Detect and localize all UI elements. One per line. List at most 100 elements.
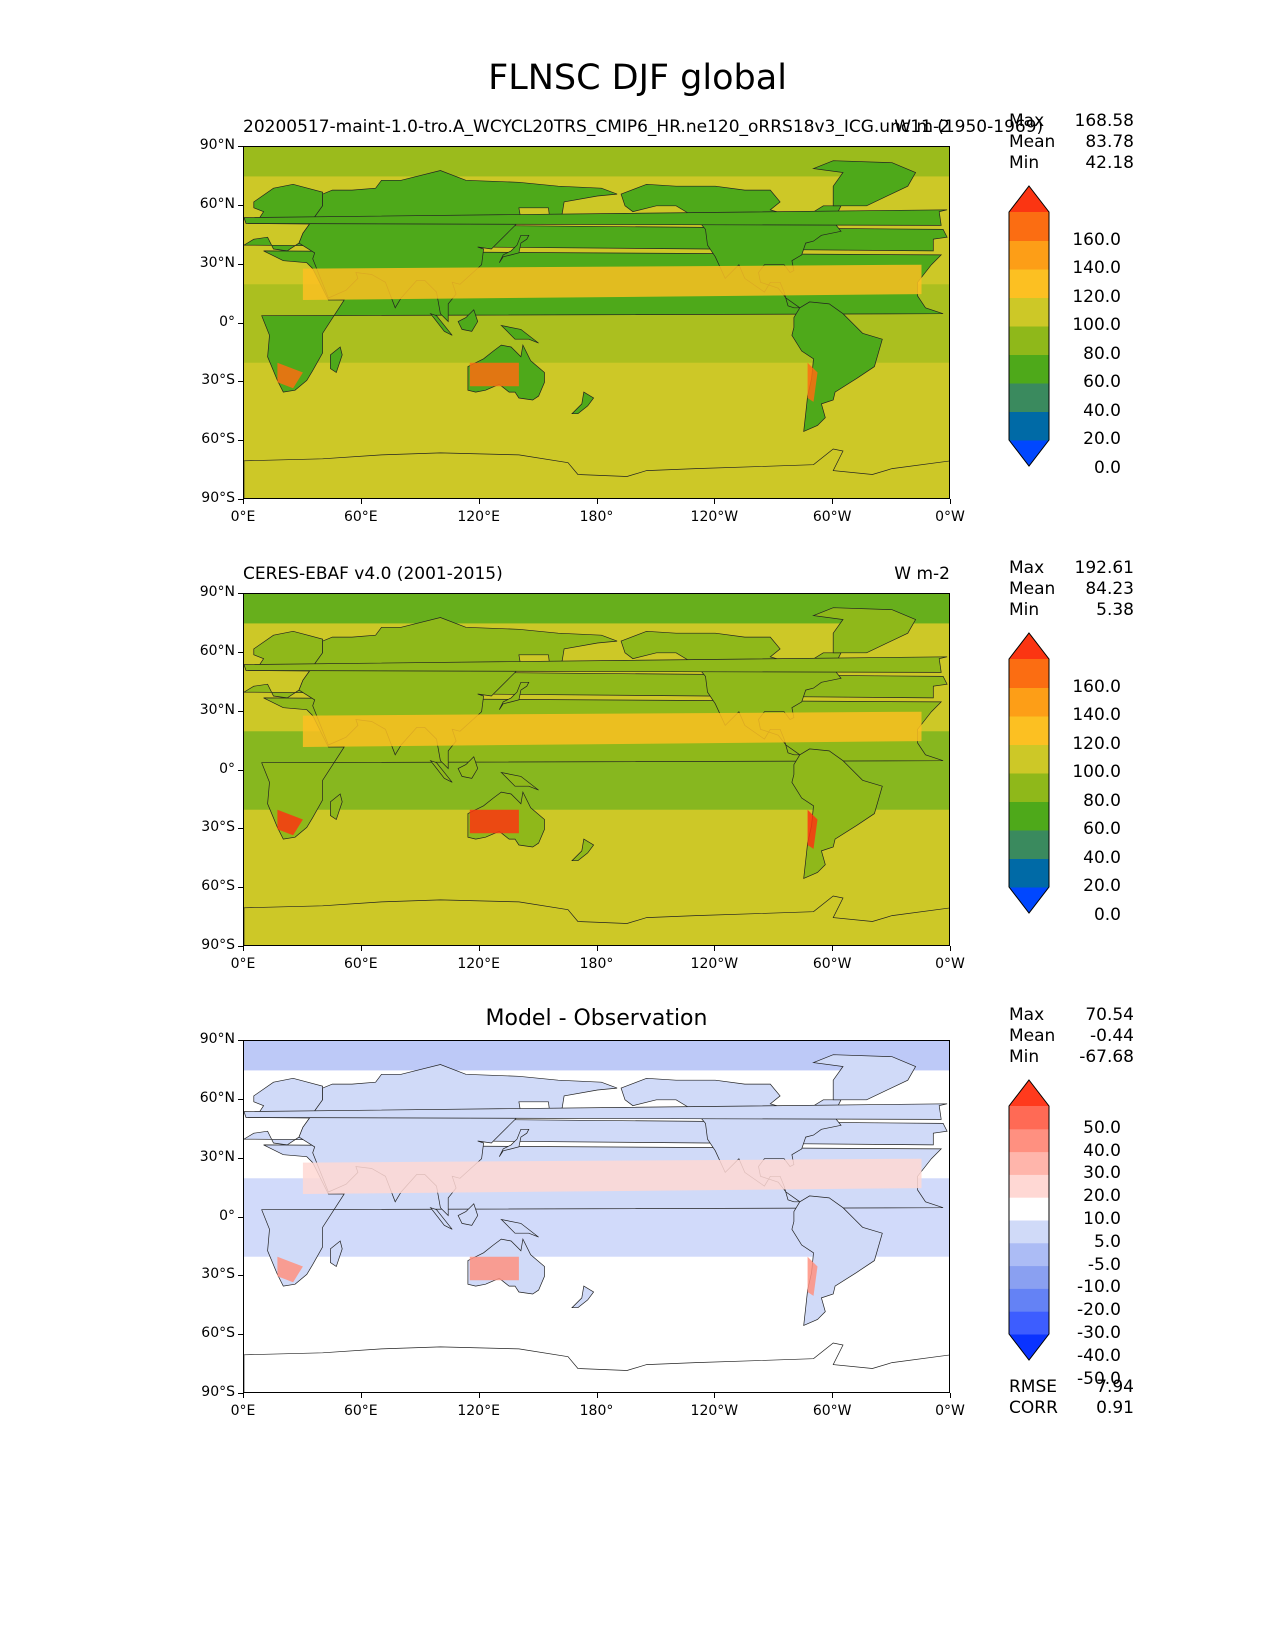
lon-tick: [596, 499, 598, 504]
lon-tick: [714, 499, 716, 504]
panel-left-title: 20200517-maint-1.0-tro.A_WCYCL20TRS_CMIP…: [243, 117, 1044, 137]
colorbar-segment: [1009, 744, 1049, 774]
lon-tick-label: 0°W: [935, 1403, 965, 1419]
stat-row: Min 5.38: [1009, 600, 1134, 621]
land-greenland: [812, 160, 917, 207]
land-newzealand: [571, 838, 595, 862]
lat-tick-label: 60°S: [201, 878, 235, 895]
colorbar-segment: [1009, 383, 1049, 412]
lat-tick: [238, 322, 243, 324]
stat-label: Min: [1009, 600, 1040, 620]
panel-units-label: W m-2: [894, 117, 950, 137]
colorbar-segment: [1009, 1128, 1049, 1153]
stat-value: 70.54: [1085, 1005, 1134, 1025]
lat-tick: [238, 204, 243, 206]
desert-region: [469, 809, 519, 834]
land-newzealand: [571, 391, 595, 415]
stat-label: Mean: [1009, 132, 1056, 152]
lon-tick: [243, 946, 244, 951]
stat-label: Mean: [1009, 579, 1056, 599]
stat-row: Max 168.58: [1009, 111, 1134, 132]
lat-tick: [238, 381, 243, 383]
desert-region: [302, 711, 922, 747]
metric-value: 7.94: [1096, 1377, 1134, 1397]
land-madagascar: [330, 346, 343, 374]
lon-tick-label: 120°E: [457, 509, 500, 525]
colorbar-tick-label: 5.0: [1093, 1231, 1121, 1252]
colorbar-tick-label: 0.0: [1093, 457, 1121, 478]
colorbar-segment: [1009, 240, 1049, 270]
panel-center-title: Model - Observation: [485, 1006, 708, 1031]
lat-tick-label: 60°N: [199, 642, 235, 659]
desert-region: [302, 1158, 922, 1194]
land-samerica: [791, 301, 883, 432]
lon-tick-label: 60°E: [343, 956, 378, 972]
colorbar-extend-max: [1009, 186, 1049, 212]
lat-tick: [238, 1098, 243, 1100]
lat-tick: [238, 146, 243, 147]
stat-value: -0.44: [1090, 1026, 1134, 1046]
lat-tick: [238, 769, 243, 771]
lon-tick: [596, 1393, 598, 1398]
lon-tick-label: 0°E: [230, 956, 256, 972]
desert-region: [302, 264, 922, 300]
stat-row: Mean -0.44: [1009, 1026, 1134, 1047]
colorbar-tick-label: 120.0: [1072, 733, 1121, 754]
lon-tick: [360, 1393, 362, 1398]
colorbar-segment: [1009, 801, 1049, 831]
lon-tick-label: 120°W: [690, 509, 739, 525]
stat-value: 42.18: [1085, 153, 1134, 173]
metric-value: 0.91: [1096, 1398, 1134, 1418]
lat-tick-label: 90°N: [199, 137, 235, 153]
colorbar-segment: [1009, 269, 1049, 298]
lon-tick-label: 180°: [579, 1403, 614, 1419]
lat-tick: [238, 710, 243, 712]
lat-tick-label: 60°S: [201, 431, 235, 448]
land-uk: [244, 656, 948, 673]
metric-label: RMSE: [1009, 1377, 1058, 1397]
colorbar-segment: [1009, 212, 1049, 241]
colorbar-segment: [1009, 1151, 1049, 1175]
lat-tick-label: 90°S: [201, 937, 235, 953]
land-madagascar: [330, 793, 343, 821]
desert-region: [469, 1256, 519, 1281]
lat-tick: [238, 1334, 243, 1336]
colorbar-segment: [1009, 297, 1049, 327]
land-newguinea: [500, 1218, 539, 1238]
land-samerica: [791, 748, 883, 879]
lat-tick: [238, 651, 243, 653]
lon-tick: [478, 1393, 480, 1398]
colorbar-segment: [1009, 659, 1049, 688]
stat-value: -67.68: [1079, 1047, 1134, 1067]
lat-tick: [238, 1393, 243, 1394]
lat-tick-label: 30°N: [199, 254, 235, 271]
colorbar-segment: [1009, 1174, 1049, 1198]
lat-tick-label: 30°S: [201, 372, 235, 389]
colorbar-segment: [1009, 1311, 1049, 1335]
colorbar-segment: [1009, 716, 1049, 745]
land-japan: [498, 234, 530, 263]
map-panel-difference: [243, 1040, 950, 1393]
lat-tick: [238, 887, 243, 889]
lat-tick: [238, 1157, 243, 1159]
colorbar-tick-label: 20.0: [1083, 429, 1121, 449]
colorbar-segment: [1009, 326, 1049, 355]
land-greenland: [812, 607, 917, 654]
desert-region: [807, 809, 818, 849]
colorbar-tick-label: -5.0: [1087, 1254, 1121, 1275]
lat-tick-label: 90°N: [199, 1031, 235, 1047]
lon-tick: [478, 499, 480, 504]
colorbar-segment: [1009, 1242, 1049, 1267]
lon-tick-label: 0°W: [935, 956, 965, 972]
colorbar-tick-label: 100.0: [1072, 315, 1121, 335]
lon-tick-label: 180°: [579, 509, 614, 525]
lat-tick-label: 90°S: [201, 1384, 235, 1400]
desert-region: [469, 362, 519, 387]
lon-tick-label: 120°W: [690, 1403, 739, 1419]
lat-tick-label: 90°N: [199, 584, 235, 600]
lon-tick: [832, 946, 834, 951]
colorbar-segment: [1009, 1197, 1049, 1221]
desert-region: [807, 362, 818, 402]
colorbar: [1008, 632, 1050, 914]
land-antarctica: [244, 895, 949, 945]
